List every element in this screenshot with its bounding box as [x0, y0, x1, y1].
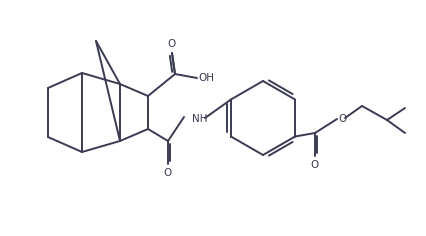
Text: NH: NH [192, 114, 207, 124]
Text: O: O [167, 39, 176, 49]
Text: O: O [337, 114, 345, 124]
Text: O: O [164, 168, 172, 178]
Text: OH: OH [198, 73, 213, 83]
Text: O: O [310, 160, 318, 170]
